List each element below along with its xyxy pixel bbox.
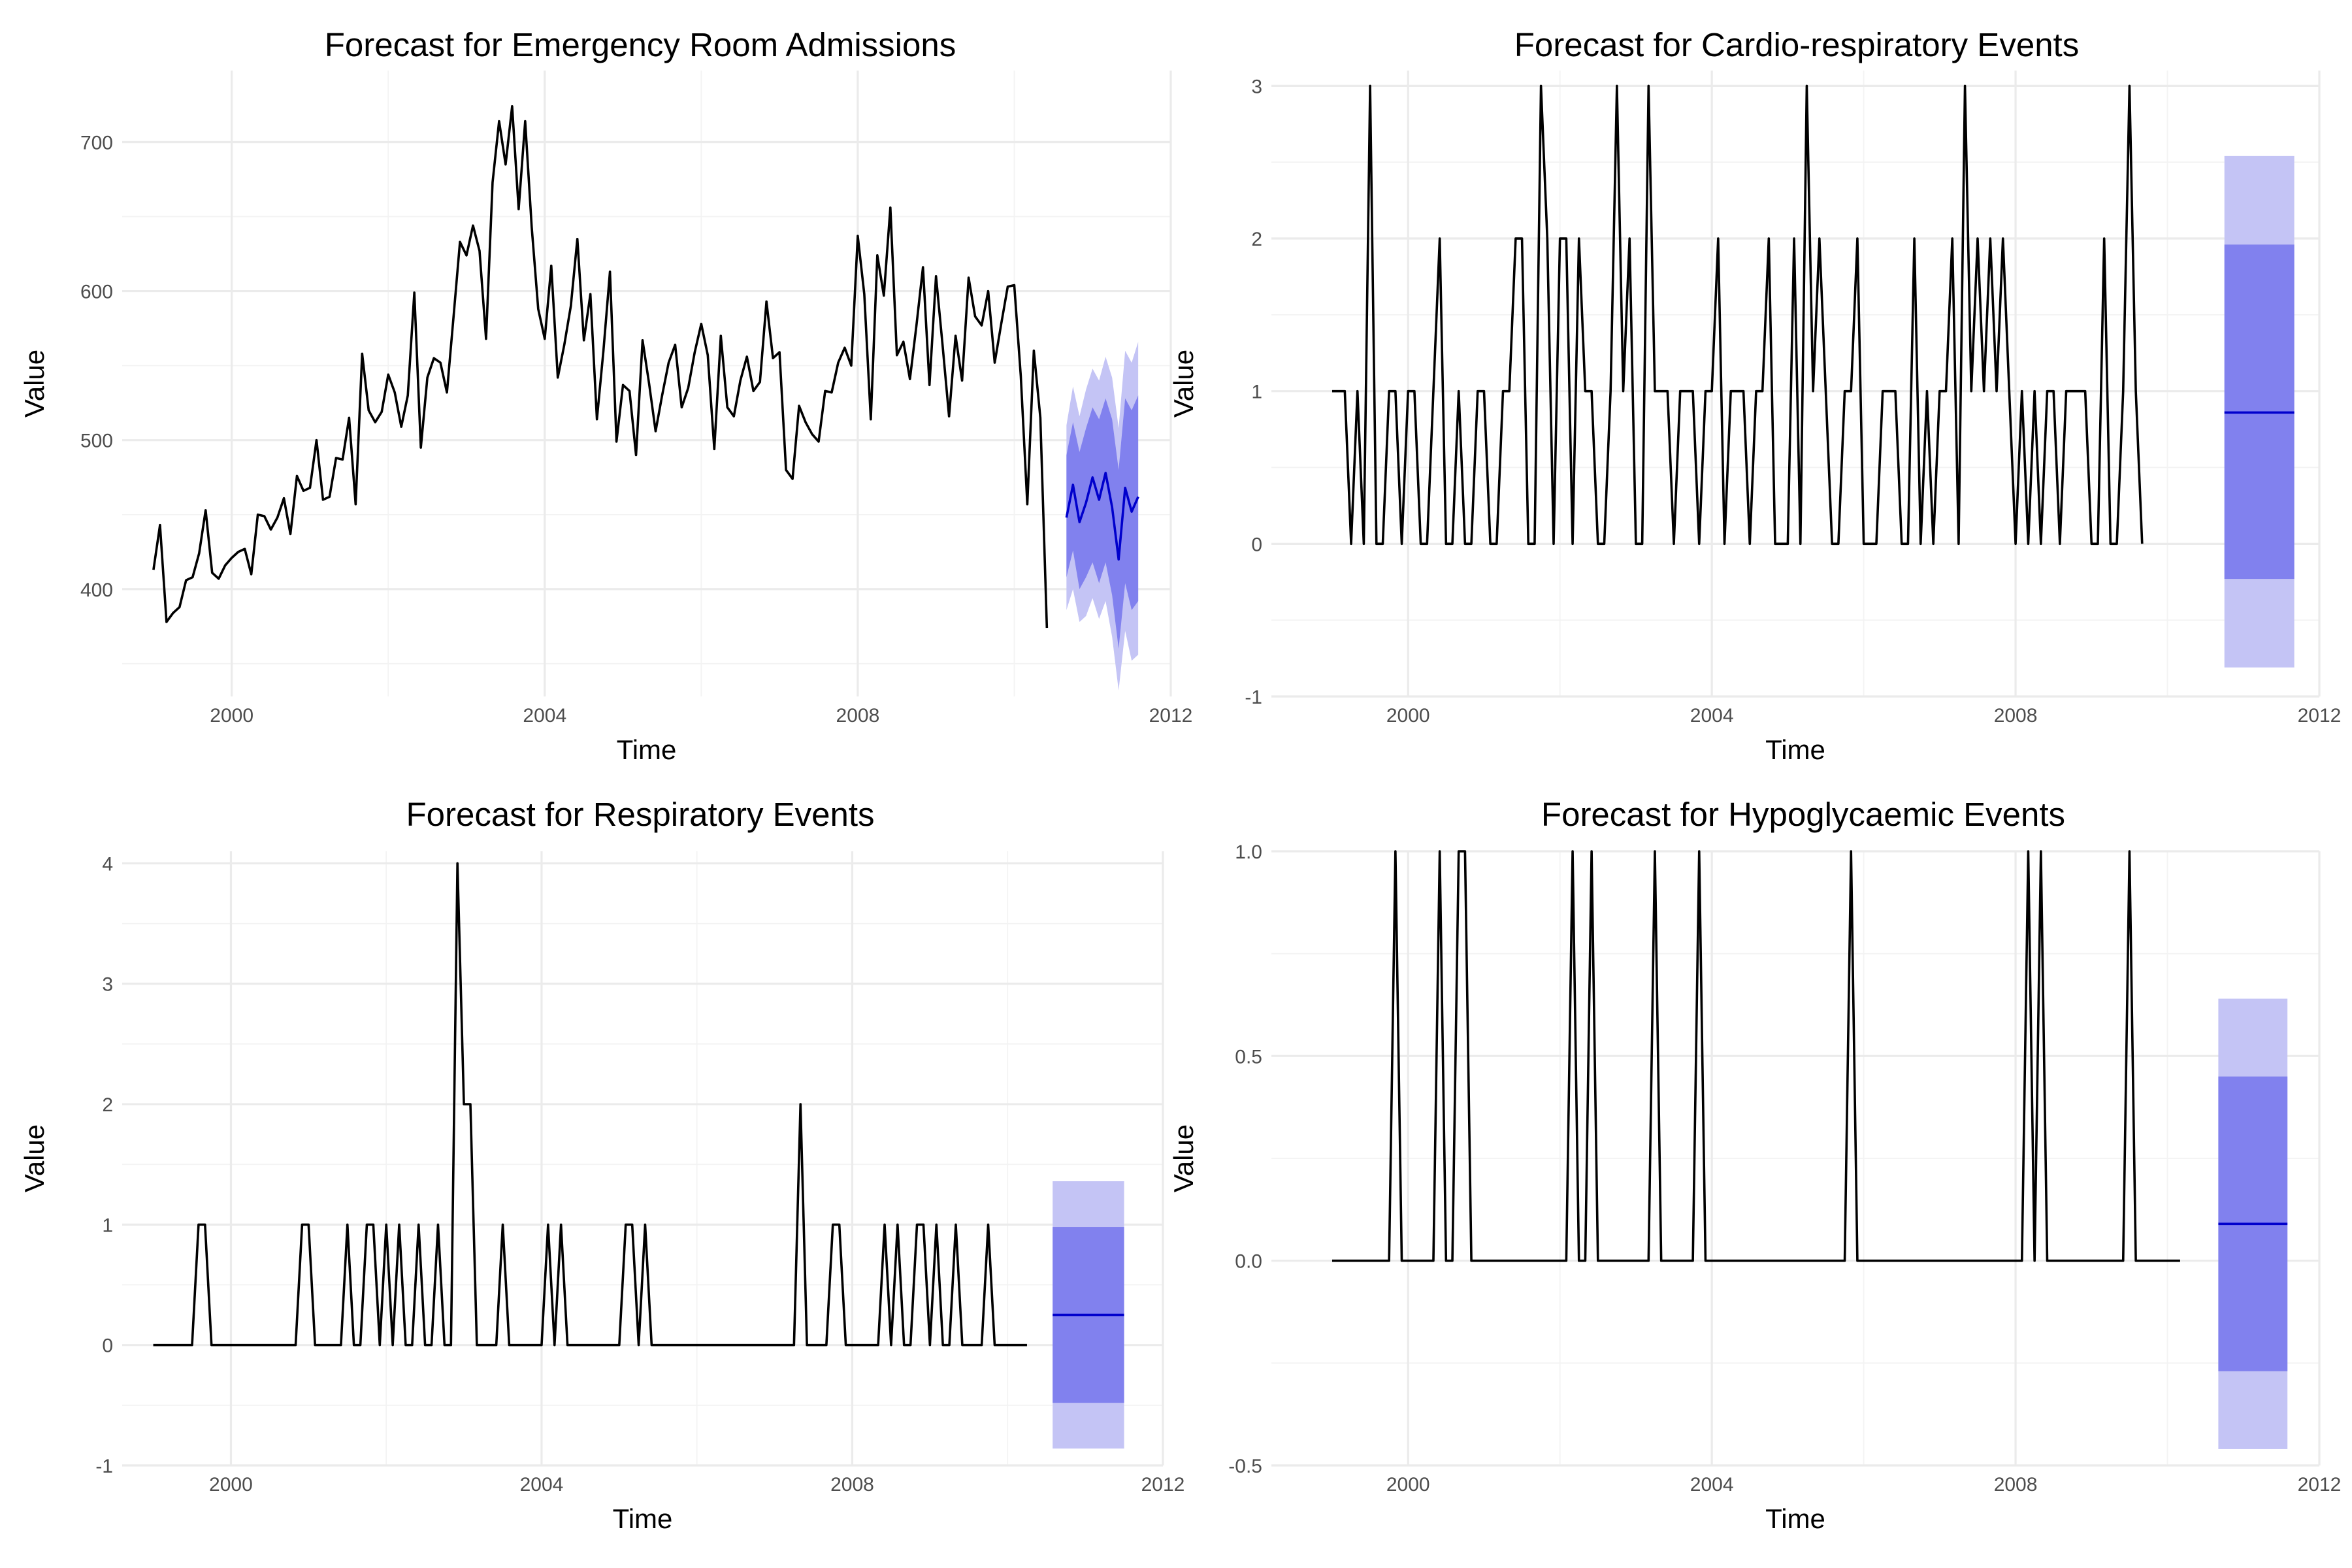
y-tick-label: 0: [1251, 534, 1262, 555]
y-tick-label: -1: [1245, 687, 1262, 708]
y-tick-label: 3: [102, 974, 113, 996]
history-line: [152, 105, 1049, 629]
y-tick-label: 2: [1251, 229, 1262, 250]
y-axis-label: Value: [19, 350, 50, 417]
y-tick-label: 1.0: [1235, 841, 1262, 863]
x-tick-label: 2004: [1690, 1474, 1734, 1495]
chart-title: Forecast for Emergency Room Admissions: [325, 26, 956, 63]
y-tick-label: 0: [102, 1335, 113, 1357]
x-tick-label: 2000: [209, 1474, 253, 1495]
chart-panel-2: 2000 2004 2008 2012 -1 0 1 2 3 Forecast for Cardi…: [1168, 26, 2341, 765]
chart-title: Forecast for Hypoglycaemic Events: [1541, 796, 2065, 833]
x-tick-label: 2000: [210, 705, 253, 727]
chart-panel-1: 2000 2004 2008 2012 400 500 600 700 Forecast for…: [19, 26, 1192, 765]
y-tick-label: 1: [1251, 382, 1262, 403]
y-tick-label: -0.5: [1228, 1456, 1262, 1477]
chart-panel-4: 2000 2004 2008 2012 -0.5 0.0 0.5 1.0 Forecast fo…: [1168, 796, 2341, 1534]
y-tick-label: 4: [102, 853, 113, 875]
x-tick-label: 2012: [1141, 1474, 1185, 1495]
y-tick-label: 2: [102, 1094, 113, 1116]
x-tick-label: 2000: [1386, 1474, 1430, 1495]
y-tick-label: 3: [1251, 76, 1262, 97]
y-tick-label: 0.0: [1235, 1251, 1262, 1273]
chart-panel-3: 2000 2004 2008 2012 -1 0 1 2 3 4 Forecast for Resp…: [19, 796, 1184, 1534]
y-tick-label: 600: [80, 282, 113, 303]
x-tick-label: 2004: [520, 1474, 564, 1495]
x-axis-label: Time: [1765, 734, 1825, 765]
x-axis-label: Time: [613, 1503, 673, 1534]
y-tick-label: 400: [80, 580, 113, 601]
x-tick-label: 2000: [1386, 705, 1430, 727]
chart-title: Forecast for Respiratory Events: [406, 796, 874, 833]
forecast-interval-80: [1066, 395, 1139, 649]
forecast-mean-line: [1065, 472, 1139, 561]
x-tick-label: 2008: [1994, 1474, 2038, 1495]
x-tick-label: 2012: [2298, 1474, 2342, 1495]
history-line: [153, 862, 1027, 1347]
x-tick-label: 2012: [2298, 705, 2342, 727]
x-tick-label: 2008: [1994, 705, 2038, 727]
y-tick-label: 500: [80, 431, 113, 452]
y-tick-label: 700: [80, 132, 113, 154]
x-tick-label: 2008: [830, 1474, 874, 1495]
history-line: [1331, 850, 2180, 1262]
y-axis-label: Value: [1168, 1124, 1199, 1192]
x-tick-label: 2012: [1149, 705, 1193, 727]
x-axis-label: Time: [617, 734, 677, 765]
x-axis-label: Time: [1765, 1503, 1825, 1534]
chart-title: Forecast for Cardio-respiratory Events: [1514, 26, 2079, 63]
history-line: [1331, 84, 2144, 546]
x-tick-label: 2004: [1690, 705, 1734, 727]
x-tick-label: 2008: [836, 705, 880, 727]
y-axis-label: Value: [1168, 350, 1199, 417]
y-tick-label: -1: [95, 1456, 113, 1477]
y-tick-label: 1: [102, 1215, 113, 1236]
x-tick-label: 2004: [523, 705, 566, 727]
y-axis-label: Value: [19, 1124, 50, 1192]
y-tick-label: 0.5: [1235, 1046, 1262, 1068]
